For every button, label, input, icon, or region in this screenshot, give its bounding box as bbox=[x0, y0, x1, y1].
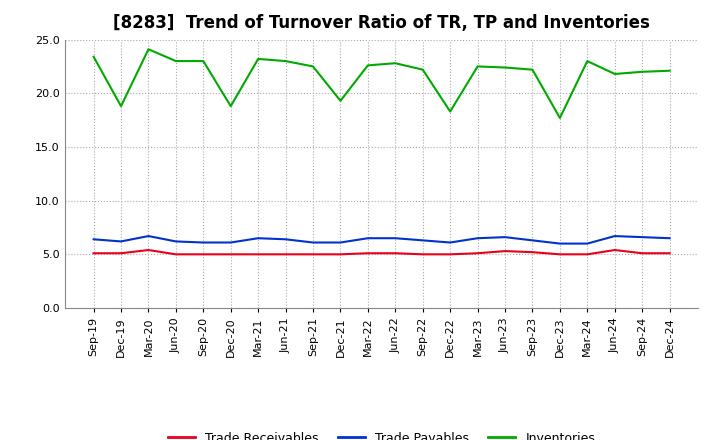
Inventories bbox=[364, 63, 372, 68]
Trade Receivables bbox=[89, 251, 98, 256]
Trade Receivables bbox=[418, 252, 427, 257]
Inventories bbox=[226, 103, 235, 109]
Trade Payables bbox=[611, 234, 619, 239]
Inventories bbox=[336, 98, 345, 103]
Trade Receivables bbox=[171, 252, 180, 257]
Inventories bbox=[282, 59, 290, 64]
Inventories bbox=[665, 68, 674, 73]
Trade Payables bbox=[226, 240, 235, 245]
Inventories bbox=[418, 67, 427, 72]
Trade Payables bbox=[391, 235, 400, 241]
Trade Payables bbox=[583, 241, 592, 246]
Trade Receivables bbox=[665, 251, 674, 256]
Inventories bbox=[556, 115, 564, 121]
Trade Receivables bbox=[391, 251, 400, 256]
Inventories bbox=[611, 71, 619, 77]
Trade Receivables bbox=[473, 251, 482, 256]
Trade Receivables bbox=[282, 252, 290, 257]
Trade Receivables bbox=[611, 247, 619, 253]
Trade Payables bbox=[254, 235, 263, 241]
Trade Receivables bbox=[638, 251, 647, 256]
Inventories bbox=[473, 64, 482, 69]
Trade Receivables bbox=[117, 251, 125, 256]
Inventories bbox=[583, 59, 592, 64]
Trade Receivables bbox=[226, 252, 235, 257]
Trade Payables bbox=[199, 240, 207, 245]
Trade Receivables bbox=[556, 252, 564, 257]
Trade Receivables bbox=[144, 247, 153, 253]
Inventories bbox=[144, 47, 153, 52]
Trade Payables bbox=[171, 239, 180, 244]
Trade Receivables bbox=[500, 249, 509, 254]
Trade Payables bbox=[418, 238, 427, 243]
Trade Receivables bbox=[528, 249, 537, 255]
Line: Inventories: Inventories bbox=[94, 49, 670, 118]
Trade Receivables bbox=[309, 252, 318, 257]
Line: Trade Receivables: Trade Receivables bbox=[94, 250, 670, 254]
Inventories bbox=[309, 64, 318, 69]
Trade Payables bbox=[282, 237, 290, 242]
Trade Payables bbox=[528, 238, 537, 243]
Trade Payables bbox=[500, 235, 509, 240]
Trade Receivables bbox=[446, 252, 454, 257]
Line: Trade Payables: Trade Payables bbox=[94, 236, 670, 244]
Inventories bbox=[528, 67, 537, 72]
Trade Payables bbox=[638, 235, 647, 240]
Trade Payables bbox=[665, 235, 674, 241]
Inventories bbox=[446, 109, 454, 114]
Inventories bbox=[254, 56, 263, 62]
Inventories bbox=[638, 69, 647, 74]
Trade Payables bbox=[556, 241, 564, 246]
Inventories bbox=[171, 59, 180, 64]
Inventories bbox=[391, 61, 400, 66]
Trade Receivables bbox=[336, 252, 345, 257]
Trade Receivables bbox=[199, 252, 207, 257]
Trade Payables bbox=[117, 239, 125, 244]
Trade Receivables bbox=[364, 251, 372, 256]
Inventories bbox=[89, 54, 98, 59]
Inventories bbox=[199, 59, 207, 64]
Trade Payables bbox=[473, 235, 482, 241]
Trade Payables bbox=[144, 234, 153, 239]
Trade Receivables bbox=[583, 252, 592, 257]
Trade Payables bbox=[89, 237, 98, 242]
Trade Receivables bbox=[254, 252, 263, 257]
Title: [8283]  Trend of Turnover Ratio of TR, TP and Inventories: [8283] Trend of Turnover Ratio of TR, TP… bbox=[113, 15, 650, 33]
Trade Payables bbox=[364, 235, 372, 241]
Trade Payables bbox=[446, 240, 454, 245]
Inventories bbox=[500, 65, 509, 70]
Trade Payables bbox=[336, 240, 345, 245]
Inventories bbox=[117, 103, 125, 109]
Legend: Trade Receivables, Trade Payables, Inventories: Trade Receivables, Trade Payables, Inven… bbox=[163, 427, 600, 440]
Trade Payables bbox=[309, 240, 318, 245]
